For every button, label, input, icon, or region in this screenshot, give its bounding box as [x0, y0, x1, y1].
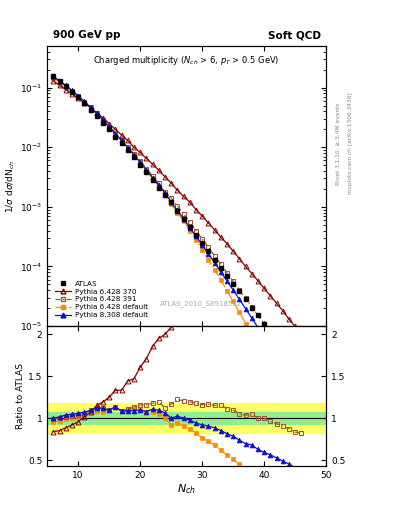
Text: 900 GeV pp: 900 GeV pp — [53, 31, 120, 40]
Legend: ATLAS, Pythia 6.428 370, Pythia 6.428 391, Pythia 6.428 default, Pythia 8.308 de: ATLAS, Pythia 6.428 370, Pythia 6.428 39… — [53, 279, 149, 319]
X-axis label: $N_{ch}$: $N_{ch}$ — [177, 482, 196, 496]
Text: mcplots.cern.ch [arXiv:1306.3436]: mcplots.cern.ch [arXiv:1306.3436] — [348, 93, 353, 194]
Text: Rivet 3.1.10, ≥ 3.4M events: Rivet 3.1.10, ≥ 3.4M events — [336, 102, 341, 185]
Y-axis label: Ratio to ATLAS: Ratio to ATLAS — [16, 363, 25, 429]
Text: Charged multiplicity ($N_{ch}$ > 6, $p_T$ > 0.5 GeV): Charged multiplicity ($N_{ch}$ > 6, $p_T… — [94, 54, 280, 68]
Y-axis label: 1/$\sigma$ d$\sigma$/dN$_{ch}$: 1/$\sigma$ d$\sigma$/dN$_{ch}$ — [5, 159, 17, 212]
Text: Soft QCD: Soft QCD — [268, 31, 321, 40]
Text: ATLAS_2010_S8918562: ATLAS_2010_S8918562 — [160, 300, 242, 307]
